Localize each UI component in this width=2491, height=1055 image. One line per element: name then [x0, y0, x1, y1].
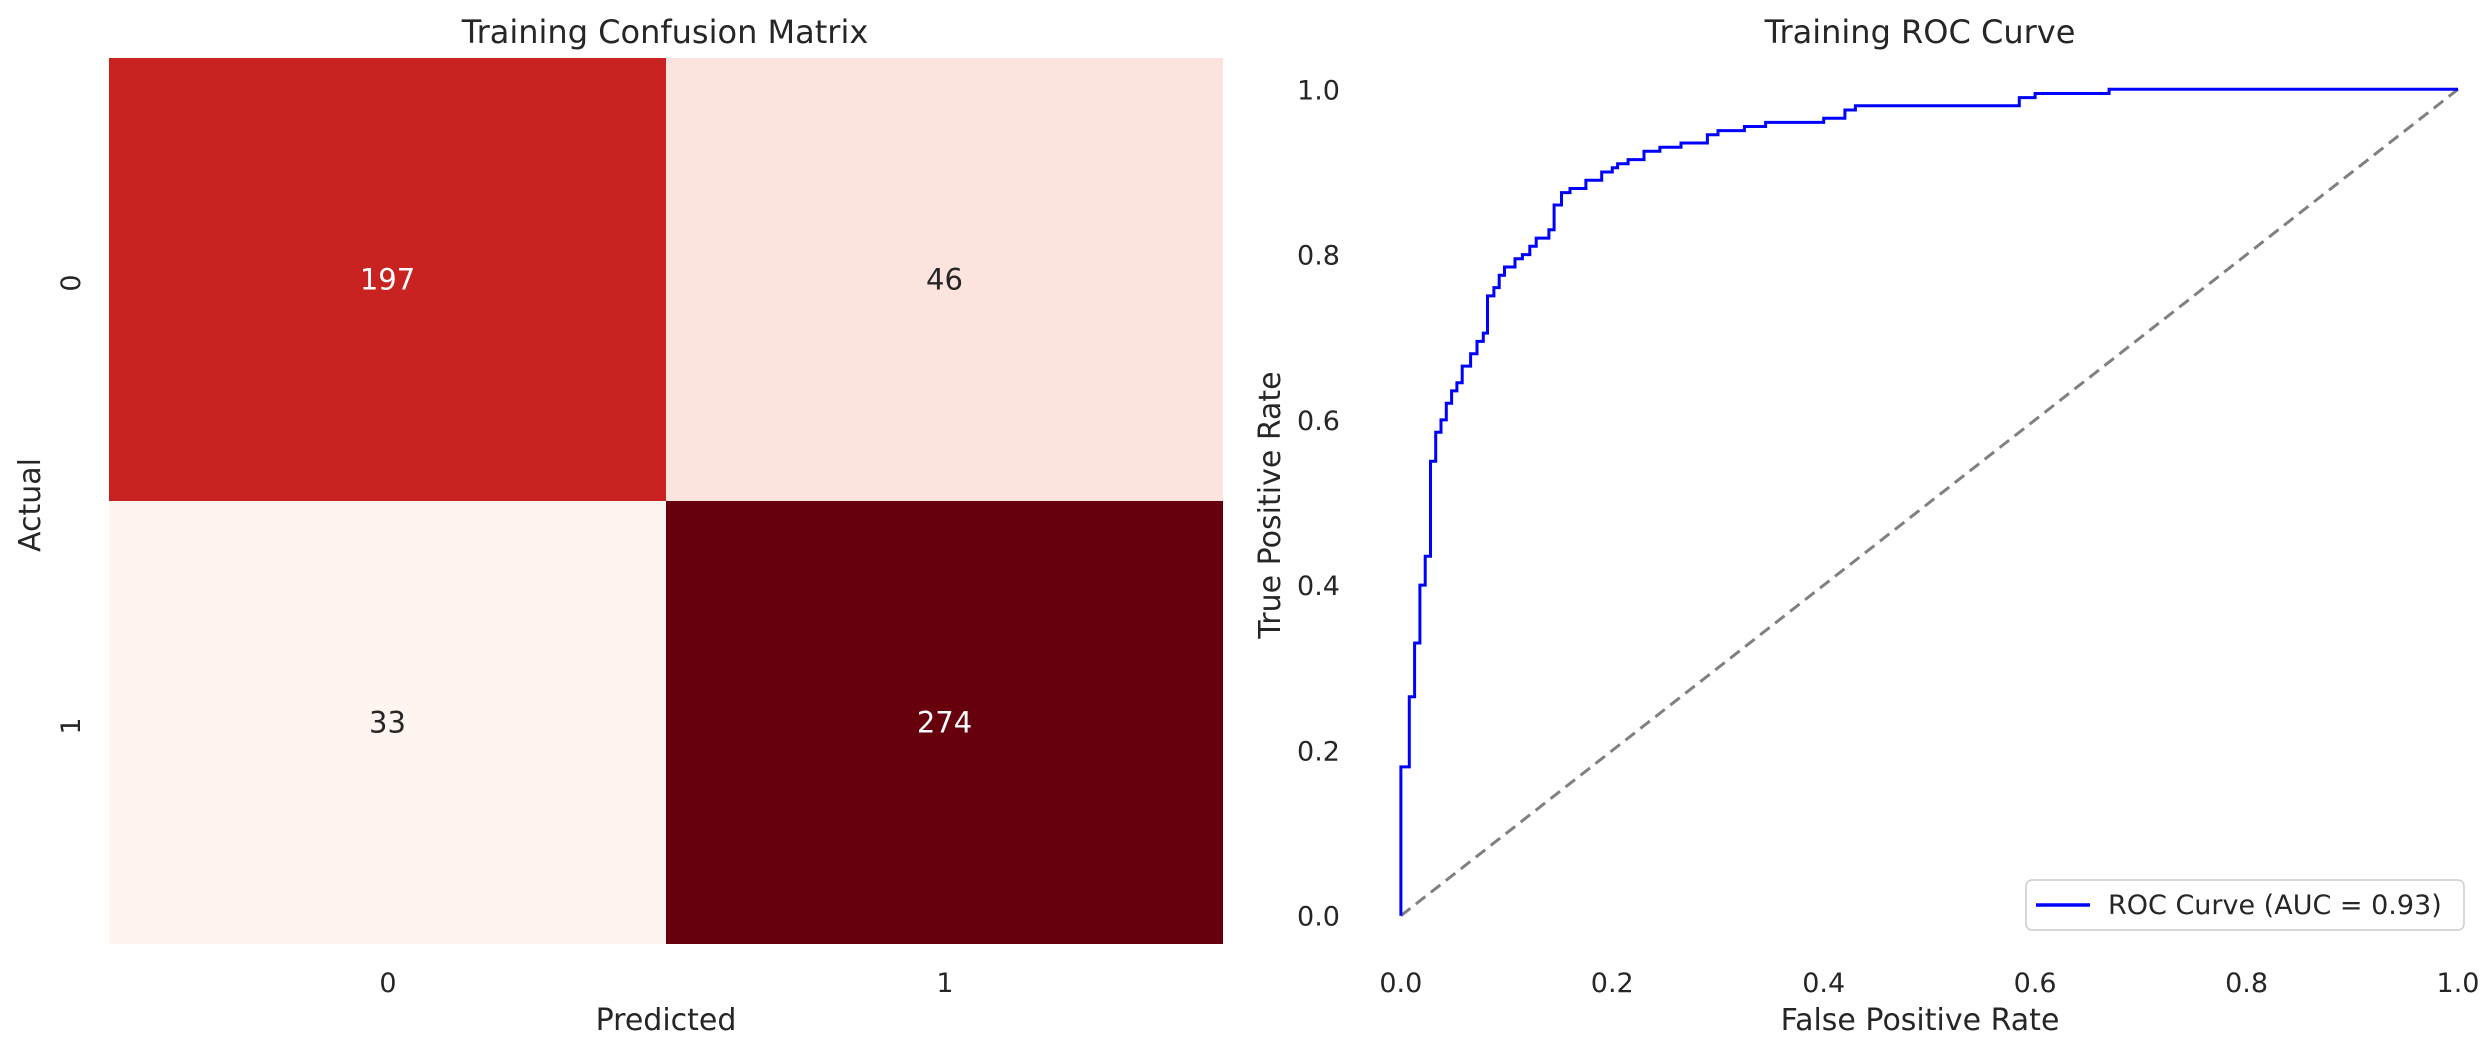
roc-legend: ROC Curve (AUC = 0.93): [2025, 879, 2465, 931]
cm-title: Training Confusion Matrix: [461, 13, 869, 51]
cm-cell-labels: 197 46 33 274: [360, 263, 972, 740]
roc-xtick-2: 0.4: [1802, 968, 1845, 999]
roc-diagonal-line: [1399, 88, 2459, 917]
roc-y-ticks: 0.0 0.2 0.4 0.6 0.8 1.0: [1297, 75, 1340, 932]
roc-ytick-0: 0.0: [1297, 902, 1340, 933]
cm-xtick-0: 0: [379, 968, 396, 999]
roc-x-ticks: 0.0 0.2 0.4 0.6 0.8 1.0: [1379, 968, 2479, 999]
cm-xtick-1: 1: [936, 968, 953, 999]
roc-curve-line: [1399, 87, 2458, 916]
cm-ylabel: Actual: [13, 458, 48, 552]
cm-cells: [109, 58, 1223, 944]
roc-xlabel: False Positive Rate: [1781, 1003, 2060, 1038]
legend-box: [2025, 879, 2465, 931]
cm-ytick-0: 0: [56, 274, 87, 291]
confusion-matrix-panel: Training Confusion Matrix 197 46 33 274 0 1…: [13, 13, 1223, 1038]
roc-ytick-5: 1.0: [1297, 75, 1340, 106]
cm-cell-0-1: [666, 58, 1223, 501]
cm-cell-label-0-0: 197: [360, 263, 415, 297]
cm-cell-0-0: [109, 58, 666, 501]
cm-cell-label-1-1: 274: [917, 706, 972, 740]
legend-label: ROC Curve (AUC = 0.93): [2108, 890, 2442, 921]
roc-xtick-1: 0.2: [1591, 968, 1634, 999]
cm-cell-1-0: [109, 501, 666, 944]
roc-xtick-5: 1.0: [2437, 968, 2480, 999]
cm-xlabel: Predicted: [596, 1003, 737, 1038]
cm-cell-label-0-1: 46: [926, 263, 963, 297]
roc-xtick-0: 0.0: [1379, 968, 1422, 999]
roc-ytick-1: 0.2: [1297, 736, 1340, 767]
roc-xtick-4: 0.8: [2225, 968, 2268, 999]
roc-ytick-4: 0.8: [1297, 241, 1340, 272]
cm-cell-1-1: [666, 501, 1223, 944]
roc-panel: Training ROC Curve 0.0 0.2 0.4 0.6 0.8 1.0 0.…: [1253, 13, 2479, 1038]
roc-title: Training ROC Curve: [1764, 13, 2076, 51]
cm-cell-label-1-0: 33: [369, 706, 406, 740]
roc-ytick-3: 0.6: [1297, 406, 1340, 437]
cm-ytick-1: 1: [56, 717, 87, 734]
roc-xtick-3: 0.6: [2014, 968, 2057, 999]
roc-ytick-2: 0.4: [1297, 571, 1340, 602]
roc-ylabel: True Positive Rate: [1253, 371, 1288, 639]
